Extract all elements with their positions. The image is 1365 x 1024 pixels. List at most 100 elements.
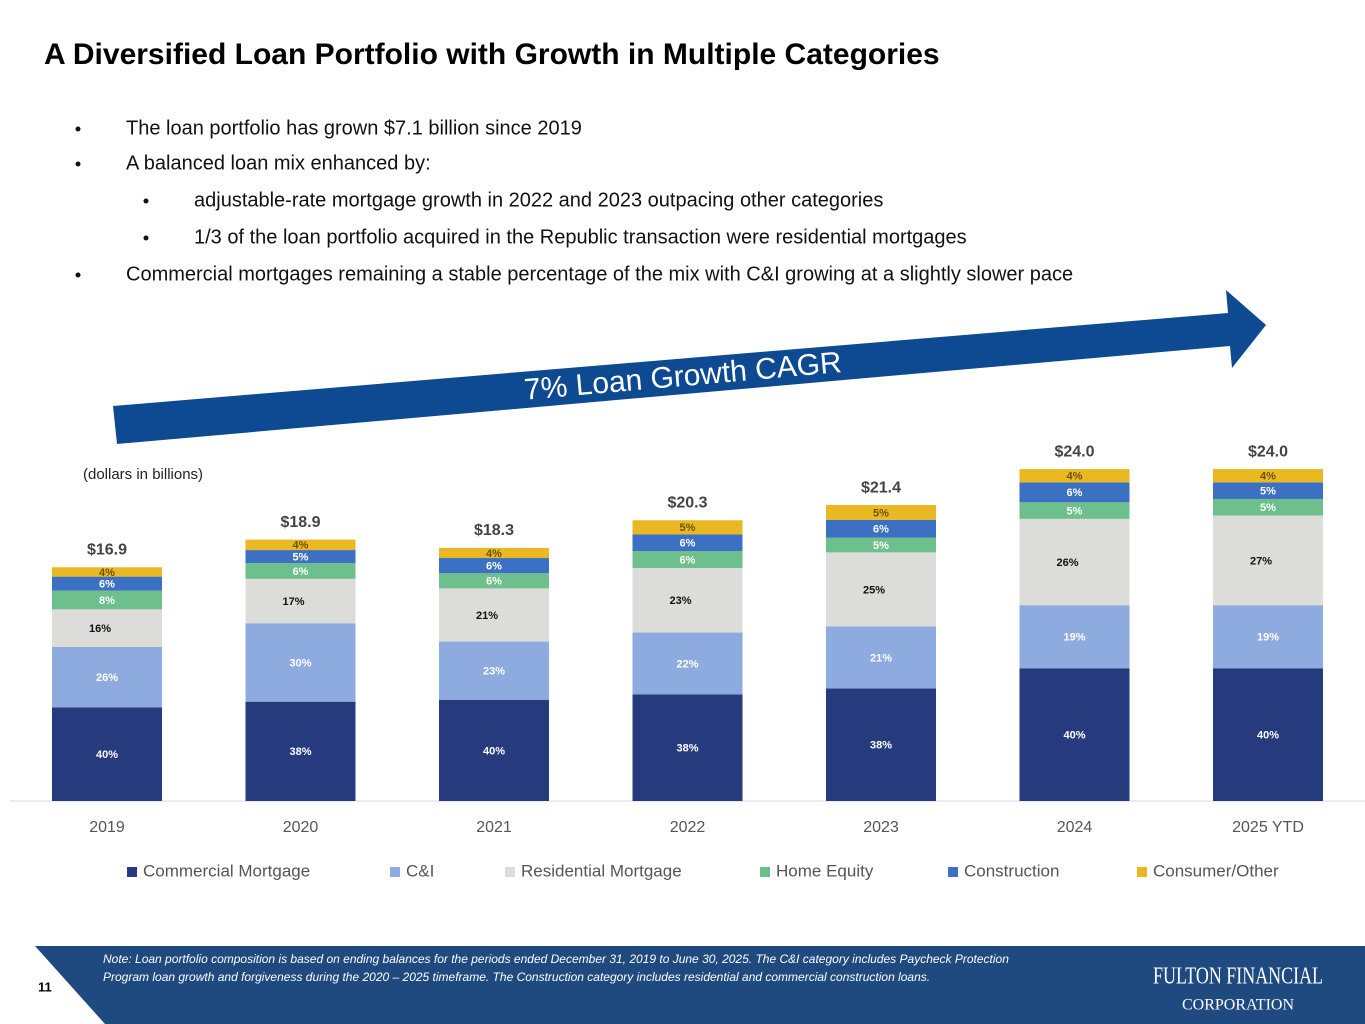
- bar-segment: [1213, 515, 1323, 606]
- segment-label: 19%: [1063, 632, 1085, 644]
- legend-swatch: [390, 867, 400, 877]
- bar-segment: [826, 626, 936, 689]
- bar-segment: [1019, 518, 1130, 606]
- total-label: $18.9: [280, 514, 320, 531]
- bar-segment: [1019, 668, 1130, 801]
- segment-label: 38%: [870, 740, 892, 752]
- total-label: $18.3: [474, 522, 514, 539]
- bar-segment: [1213, 498, 1323, 516]
- total-label: $24.0: [1054, 443, 1094, 460]
- bar-segment: [1213, 469, 1323, 483]
- slide-title: A Diversified Loan Portfolio with Growth…: [44, 38, 940, 71]
- segment-label: 26%: [96, 672, 118, 684]
- total-label: $24.0: [1248, 443, 1288, 460]
- bar-segment: [439, 588, 549, 642]
- total-label: $20.3: [667, 494, 707, 511]
- segment-label: 23%: [483, 666, 505, 678]
- segment-label: 8%: [99, 595, 115, 607]
- legend-label: C&I: [406, 861, 434, 880]
- segment-label: 22%: [676, 658, 698, 670]
- logo: FULTON FINANCIAL: [1153, 964, 1323, 990]
- segment-label: 5%: [680, 522, 696, 534]
- bar-segment: [1019, 605, 1130, 669]
- x-tick-label: 2025 YTD: [1232, 819, 1304, 836]
- bullet-dot: [143, 198, 149, 204]
- bar-segment: [52, 590, 162, 610]
- segment-label: 6%: [873, 524, 889, 536]
- segment-label: 6%: [1067, 487, 1083, 499]
- x-tick-label: 2020: [283, 819, 319, 836]
- bar-segment: [1019, 502, 1130, 519]
- bullet-text: A balanced loan mix enhanced by:: [126, 152, 431, 174]
- segment-label: 40%: [1257, 730, 1279, 742]
- bar-segment: [245, 701, 356, 801]
- total-label: $16.9: [87, 541, 127, 558]
- segment-label: 6%: [680, 554, 696, 566]
- bar-segment: [52, 707, 162, 801]
- x-tick-label: 2022: [670, 819, 706, 836]
- segment-label: 25%: [863, 584, 885, 596]
- bar-segment: [245, 563, 356, 579]
- segment-label: 5%: [873, 540, 889, 552]
- x-tick-label: 2021: [476, 819, 512, 836]
- bar-segment: [52, 576, 162, 591]
- legend-label: Commercial Mortgage: [143, 861, 310, 880]
- bar-segment: [1019, 482, 1130, 503]
- segment-label: 5%: [293, 552, 309, 564]
- segment-label: 26%: [1056, 557, 1078, 569]
- x-tick-label: 2024: [1057, 819, 1093, 836]
- bar-segment: [826, 537, 936, 553]
- bullet-dot: [75, 126, 81, 132]
- bar-segment: [245, 539, 356, 551]
- segment-label: 6%: [486, 576, 502, 588]
- bar-segment: [826, 519, 936, 538]
- segment-label: 23%: [669, 595, 691, 607]
- bullet-text: 1/3 of the loan portfolio acquired in th…: [194, 226, 967, 248]
- bar-segment: [632, 632, 743, 695]
- segment-label: 5%: [1260, 502, 1276, 514]
- segment-label: 4%: [99, 567, 115, 579]
- bar-segment: [1213, 482, 1323, 499]
- logo-sub: CORPORATION: [1182, 997, 1294, 1014]
- footer-note: Program loan growth and forgiveness duri…: [103, 970, 930, 984]
- bar-segment: [632, 520, 743, 535]
- segment-label: 38%: [676, 743, 698, 755]
- segment-label: 6%: [99, 579, 115, 591]
- bullet-dot: [75, 161, 81, 167]
- x-tick-label: 2019: [89, 819, 125, 836]
- bar-segment: [826, 688, 936, 801]
- bullet-text: Commercial mortgages remaining a stable …: [126, 263, 1073, 285]
- segment-label: 17%: [282, 596, 304, 608]
- segment-label: 6%: [486, 561, 502, 573]
- x-tick-label: 2023: [863, 819, 899, 836]
- segment-label: 21%: [870, 652, 892, 664]
- segment-label: 40%: [96, 749, 118, 761]
- bar-segment: [52, 646, 162, 708]
- bullet-text: The loan portfolio has grown $7.1 billio…: [126, 117, 582, 139]
- segment-label: 4%: [1260, 471, 1276, 483]
- segment-label: 4%: [293, 540, 309, 552]
- segment-label: 30%: [289, 657, 311, 669]
- footer-note: Note: Loan portfolio composition is base…: [103, 952, 1009, 966]
- segment-label: 5%: [1260, 486, 1276, 498]
- bar-segment: [439, 547, 549, 559]
- segment-label: 27%: [1250, 555, 1272, 567]
- segment-label: 6%: [293, 566, 309, 578]
- bar-segment: [1213, 668, 1323, 801]
- legend-label: Construction: [964, 861, 1059, 880]
- bar-segment: [632, 567, 743, 633]
- bar-segment: [245, 623, 356, 702]
- chart-subtitle: (dollars in billions): [83, 466, 203, 483]
- bar-segment: [826, 552, 936, 627]
- segment-label: 4%: [1067, 471, 1083, 483]
- bar-segment: [245, 578, 356, 624]
- segment-label: 5%: [1067, 505, 1083, 517]
- bullet-dot: [75, 272, 81, 278]
- bar-segment: [632, 694, 743, 801]
- legend-swatch: [1137, 867, 1147, 877]
- segment-label: 21%: [476, 610, 498, 622]
- bar-segment: [439, 558, 549, 574]
- legend-swatch: [505, 867, 515, 877]
- bar-segment: [632, 534, 743, 552]
